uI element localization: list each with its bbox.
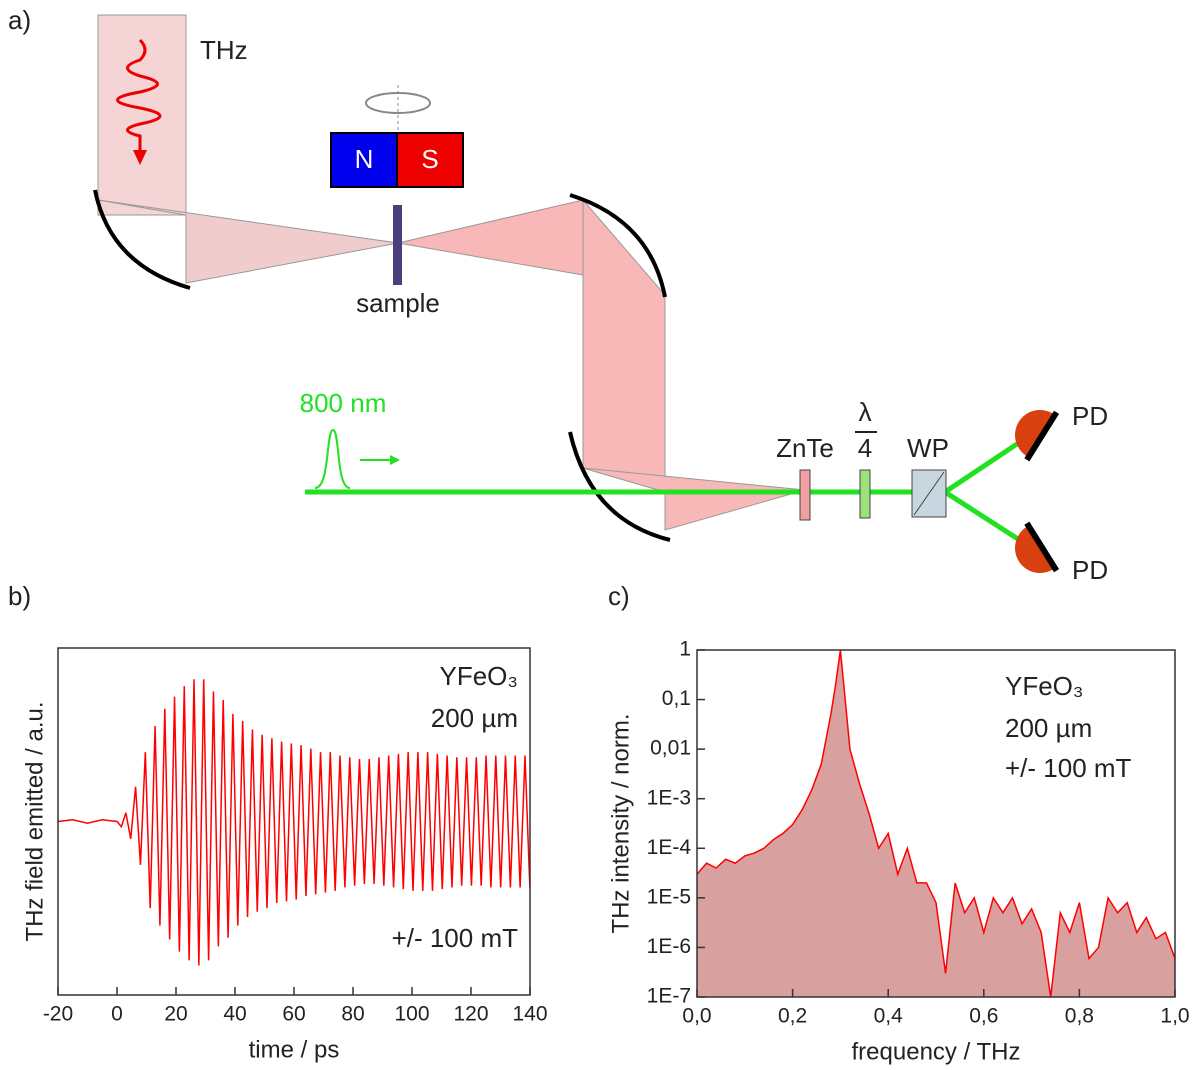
magnet-north	[330, 132, 398, 188]
x-tick-label: 60	[282, 1003, 305, 1026]
prism-edge	[913, 471, 945, 516]
thz-pulse	[116, 38, 162, 154]
plot-frame	[696, 649, 1176, 998]
photodiode	[1015, 521, 1060, 573]
label: λ	[859, 397, 872, 427]
label: THz	[200, 35, 248, 65]
x-tick-label: 0,8	[1065, 1005, 1094, 1028]
x-axis-label: frequency / THz	[852, 1038, 1021, 1065]
y-axis-label: THz intensity / norm.	[607, 713, 634, 933]
x-tick-label: 20	[164, 1003, 187, 1026]
area-fill	[697, 650, 1175, 997]
y-tick-label: 1E-4	[647, 836, 692, 859]
divergent-cone	[397, 199, 584, 276]
y-tick-label: 1	[679, 638, 691, 661]
data-line	[696, 649, 1176, 998]
label: 800 nm	[300, 388, 387, 418]
annotation: 200 µm	[1005, 713, 1092, 743]
annotation: 200 µm	[431, 703, 518, 733]
panel-label: a)	[8, 5, 31, 35]
panel-label: c)	[608, 581, 630, 611]
x-axis-label: time / ps	[249, 1036, 340, 1063]
x-tick-label: 0,4	[874, 1005, 904, 1028]
thz-beam	[97, 14, 187, 216]
photodiode	[1015, 410, 1060, 462]
setup-diagram: a) THz N S sample 800 nm ZnTe λ 4 WP PD …	[8, 5, 1108, 585]
x-tick-label: 0,0	[682, 1005, 711, 1028]
label: PD	[1072, 555, 1108, 585]
data-line	[57, 679, 531, 966]
x-tick-label: 0,6	[969, 1005, 998, 1028]
annotation: YFeO₃	[440, 661, 519, 691]
x-tick-label: 140	[512, 1003, 547, 1026]
x-tick-label: 80	[341, 1003, 364, 1026]
mirror	[568, 431, 671, 542]
y-tick-label: 1E-7	[647, 985, 691, 1008]
focus-cone-2	[582, 467, 806, 531]
x-tick-label: 120	[453, 1003, 488, 1026]
annotation: YFeO₃	[1005, 671, 1084, 701]
sample-plate	[393, 205, 402, 285]
label: sample	[356, 288, 440, 318]
label: S	[421, 144, 438, 174]
label: ZnTe	[776, 433, 834, 463]
label: 4	[858, 433, 872, 463]
arrow-head	[390, 455, 400, 465]
x-tick-label: 100	[394, 1003, 429, 1026]
y-tick-label: 0,01	[650, 737, 691, 760]
mirror	[569, 193, 667, 298]
focus-cone	[97, 199, 399, 284]
waveplate	[859, 469, 871, 519]
y-tick-label: 1E-5	[647, 885, 691, 908]
label: N	[355, 144, 374, 174]
magnet-south	[396, 132, 464, 188]
collimated-beam	[582, 198, 666, 493]
x-tick-label: -20	[43, 1003, 73, 1026]
label: PD	[1072, 401, 1108, 431]
znte-crystal	[799, 469, 811, 521]
label: WP	[907, 433, 949, 463]
annotation: +/- 100 mT	[1005, 753, 1132, 783]
x-tick-label: 0,2	[778, 1005, 807, 1028]
y-tick-label: 1E-3	[647, 786, 691, 809]
x-tick-label: 1,0	[1160, 1005, 1189, 1028]
arrow-head	[133, 150, 147, 165]
y-tick-label: 1E-6	[647, 935, 691, 958]
y-tick-label: 0,1	[662, 687, 691, 710]
probe-pulse	[314, 428, 351, 489]
mirror	[93, 189, 191, 290]
x-tick-label: 0	[111, 1003, 123, 1026]
panel-label: b)	[8, 581, 31, 611]
x-tick-label: 40	[223, 1003, 246, 1026]
y-axis-label: THz field emitted / a.u.	[21, 701, 48, 941]
annotation: +/- 100 mT	[392, 923, 519, 953]
